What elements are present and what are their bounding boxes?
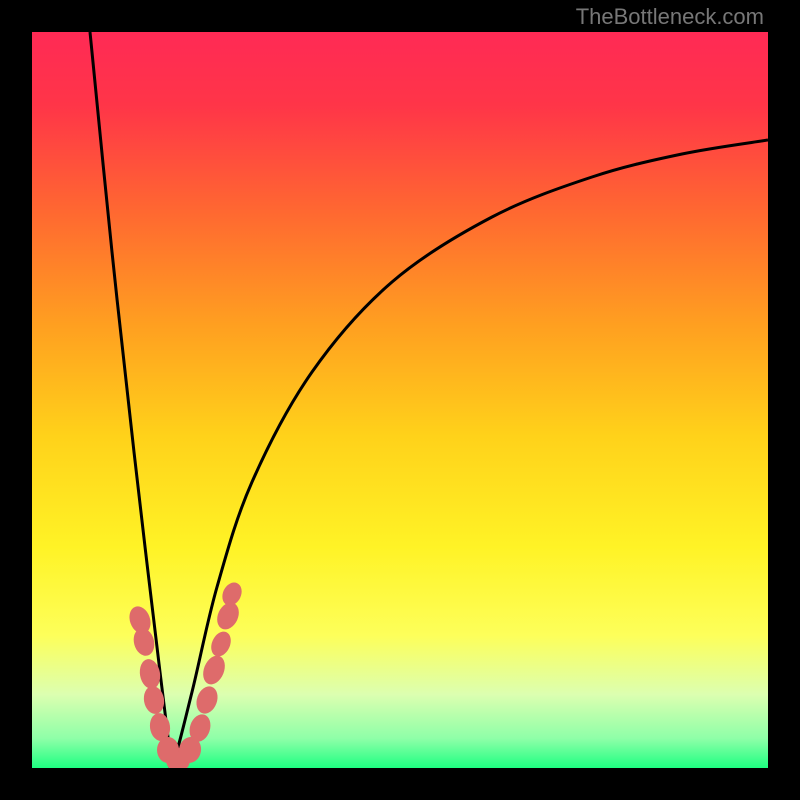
plot-area [32,32,768,768]
scatter-marker [199,652,229,687]
scatter-marker [193,683,221,716]
curve-layer [32,32,768,768]
scatter-marker [131,626,158,658]
scatter-marker [219,579,246,608]
bottleneck-curve [90,32,768,768]
scatter-marker [207,628,234,659]
watermark-text: TheBottleneck.com [576,4,764,30]
